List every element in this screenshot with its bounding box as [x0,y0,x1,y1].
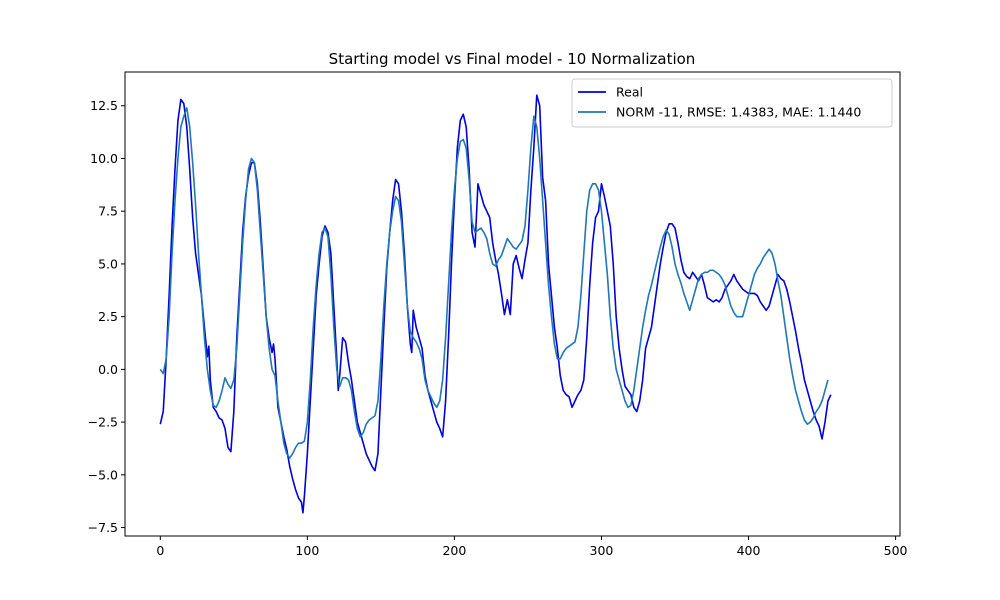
y-tick-label: −5.0 [88,467,118,482]
x-tick-label: 0 [156,543,164,558]
legend: Real NORM -11, RMSE: 1.4383, MAE: 1.1440 [571,78,893,128]
legend-label-norm: NORM -11, RMSE: 1.4383, MAE: 1.1440 [616,105,861,120]
y-axis: −7.5 −5.0 −2.5 0.0 2.5 5.0 7.5 10.0 12.5 [88,98,125,535]
legend-label-real: Real [616,85,643,100]
y-tick-label: 5.0 [98,256,118,271]
x-tick-label: 400 [737,543,761,558]
y-tick-label: 7.5 [98,204,118,219]
x-tick-label: 100 [295,543,319,558]
series-line-0 [159,94,832,514]
y-tick-label: −2.5 [88,415,118,430]
x-axis: 0 100 200 300 400 500 [156,536,908,558]
chart-title: Starting model vs Final model - 10 Norma… [329,50,696,68]
y-tick-label: −7.5 [88,520,118,535]
legend-box [571,78,893,128]
series-line-1 [159,107,829,459]
y-tick-label: 2.5 [98,309,118,324]
y-tick-label: 0.0 [98,362,118,377]
x-tick-label: 300 [590,543,614,558]
x-tick-label: 500 [884,543,908,558]
x-tick-label: 200 [442,543,466,558]
y-tick-label: 10.0 [90,151,118,166]
y-tick-label: 12.5 [90,98,118,113]
axes-frame [124,71,901,537]
plot-area [159,94,832,514]
